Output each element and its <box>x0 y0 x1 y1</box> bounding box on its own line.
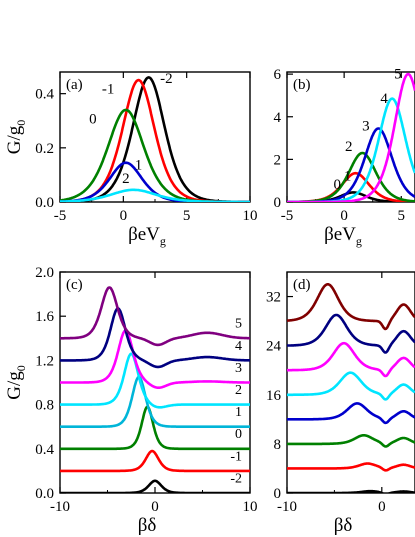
series-line-5 <box>287 72 415 202</box>
y-tick-label: 0.2 <box>35 141 54 157</box>
series-line--1 <box>287 462 415 472</box>
series-line--1 <box>60 449 250 473</box>
x-tick-label: 5 <box>398 208 406 224</box>
panel-label: (b) <box>293 77 311 93</box>
y-tick-label: 4 <box>274 110 282 126</box>
curve-label-5: 5 <box>394 66 402 82</box>
y-tick-label: 6 <box>274 67 282 83</box>
y-tick-label: 0.0 <box>35 486 54 502</box>
curve-label-3: 3 <box>362 119 370 135</box>
series-line-4 <box>287 97 415 202</box>
x-tick-label: -10 <box>50 499 70 515</box>
series-line-1 <box>287 402 415 425</box>
series-line-2 <box>287 371 415 401</box>
series-line-2 <box>60 352 250 409</box>
curve-label-1: 1 <box>135 158 143 174</box>
curve-label-0: 0 <box>89 111 97 127</box>
panel-a: -5 0 5 10 0.0 0.2 0.4 (a) βeVg G/g0 -2 -1 0 12 <box>4 71 258 248</box>
x-tick-label: 0 <box>120 208 128 224</box>
curve-label: -2 <box>230 471 242 486</box>
y-tick-label: 32 <box>266 290 281 306</box>
y-tick-label: 1.6 <box>35 309 54 325</box>
y-tick-label: 0.0 <box>35 195 54 211</box>
y-tick-label: 0 <box>274 195 282 211</box>
curve-label-0: 0 <box>334 177 342 193</box>
series-line--2 <box>60 76 250 202</box>
y-tick-label: 8 <box>274 437 282 453</box>
x-tick-label: 0 <box>340 208 348 224</box>
series-line-5 <box>60 286 250 347</box>
series-line-0 <box>60 405 250 451</box>
x-axis-label: βeVg <box>324 224 362 248</box>
plot-frame <box>286 271 415 494</box>
curve-label: 4 <box>235 339 242 354</box>
series-line--2 <box>60 479 250 493</box>
y-tick-label: 24 <box>266 339 282 355</box>
y-axis-label: G/g0 <box>4 365 28 400</box>
panel-label: (c) <box>66 277 83 293</box>
x-tick-label: 10 <box>243 208 258 224</box>
series-line-4 <box>287 313 415 354</box>
curve-label-4: 4 <box>380 91 388 107</box>
x-tick-label: 0 <box>378 499 386 515</box>
series-line-0 <box>287 434 415 448</box>
y-tick-label: 16 <box>266 388 282 404</box>
curve-label: 0 <box>235 427 242 442</box>
panel-c: -10 0 100.00.40.81.21.62.0(c)βδG/g0543210-… <box>4 265 258 536</box>
series-line-1 <box>60 161 250 202</box>
series-line-4 <box>60 307 250 369</box>
series-line-3 <box>60 329 250 389</box>
series-line--1 <box>60 78 250 202</box>
x-tick-label: -10 <box>277 499 297 515</box>
x-tick-label: -5 <box>281 208 294 224</box>
curve-label-1: 1 <box>344 169 352 185</box>
series-line-5 <box>287 283 415 331</box>
curve-label--1: -1 <box>102 82 115 98</box>
x-tick-label: -5 <box>54 208 67 224</box>
y-axis-label: G/g0 <box>4 120 28 155</box>
panel-label: (d) <box>293 277 311 293</box>
curve-label: -1 <box>230 449 242 464</box>
y-tick-label: 0.4 <box>35 87 54 103</box>
x-axis-label: βδ <box>334 515 353 536</box>
panel-label: (a) <box>66 77 83 93</box>
curve-label: 5 <box>235 317 242 332</box>
x-tick-label: 0 <box>151 499 159 515</box>
series-line-3 <box>287 341 415 378</box>
curve-label--2: -2 <box>160 71 173 87</box>
x-axis-label: βδ <box>138 515 157 536</box>
y-tick-label: 0.8 <box>35 398 54 414</box>
series-line-1 <box>60 375 250 428</box>
x-tick-label: 5 <box>183 208 191 224</box>
curve-label-2: 2 <box>122 171 130 187</box>
series-line-2 <box>60 188 250 202</box>
y-tick-label: 2.0 <box>35 265 54 281</box>
curve-label: 1 <box>235 405 242 420</box>
y-tick-label: 2 <box>274 152 282 168</box>
y-tick-label: 1.2 <box>35 353 54 369</box>
x-axis-label: βeVg <box>128 224 166 248</box>
curve-label-2: 2 <box>345 139 353 155</box>
x-tick-label: 10 <box>243 499 258 515</box>
y-tick-label: 0.4 <box>35 442 54 458</box>
series-line--2 <box>287 489 415 493</box>
y-tick-label: 0 <box>274 486 282 502</box>
curve-label: 3 <box>235 361 242 376</box>
curve-label: 2 <box>235 383 242 398</box>
